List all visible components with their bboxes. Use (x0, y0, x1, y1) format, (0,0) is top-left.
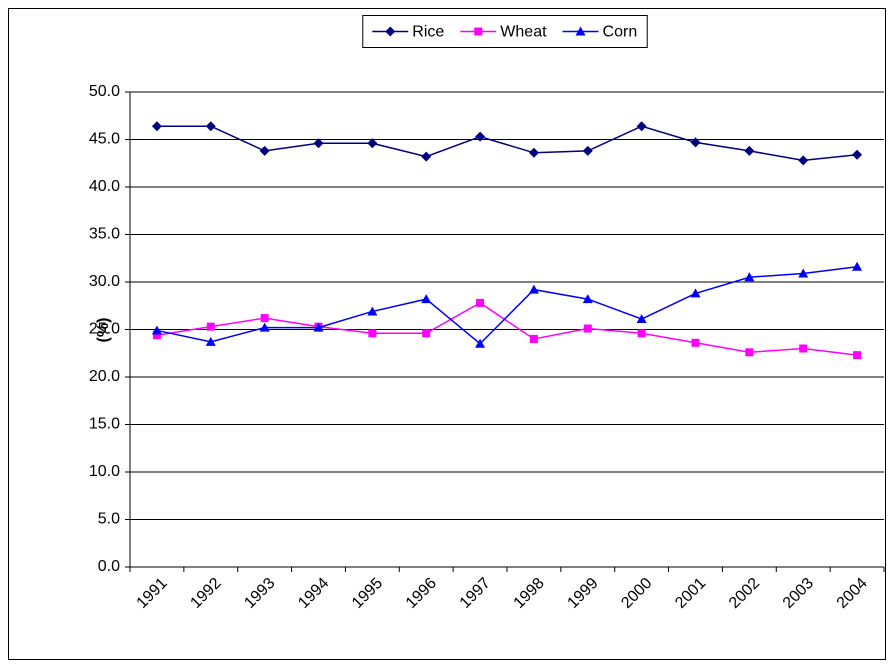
marker (367, 306, 378, 316)
legend-label: Rice (412, 24, 444, 41)
marker (422, 329, 431, 338)
y-tick-label: 20.0 (89, 368, 120, 385)
marker (852, 149, 863, 160)
marker (421, 151, 432, 162)
marker (260, 314, 269, 323)
marker (205, 121, 216, 132)
marker (528, 284, 539, 294)
marker (852, 261, 863, 271)
marker (152, 331, 161, 340)
y-tick-label: 0.0 (98, 558, 120, 575)
marker (636, 121, 647, 132)
marker (636, 314, 647, 324)
series-line (156, 266, 858, 345)
marker (529, 335, 538, 343)
marker (575, 26, 586, 36)
marker (313, 322, 324, 332)
marker (853, 351, 862, 360)
marker (206, 322, 215, 331)
y-tick-label: 50.0 (89, 83, 120, 100)
y-tick-label: 30.0 (89, 273, 120, 290)
marker (367, 138, 378, 149)
marker (637, 329, 646, 338)
marker (476, 298, 485, 307)
marker (690, 288, 701, 298)
marker (259, 145, 270, 156)
marker (582, 294, 593, 304)
marker (744, 145, 755, 156)
series-line (156, 125, 858, 162)
marker (744, 272, 755, 282)
y-tick-label: 10.0 (89, 463, 120, 480)
marker (583, 324, 592, 333)
marker (368, 329, 377, 338)
marker (798, 268, 809, 278)
legend-box (362, 15, 648, 48)
marker (259, 322, 270, 332)
marker (151, 325, 162, 335)
y-axis-label: (%) (95, 318, 112, 343)
series-line (156, 302, 858, 356)
legend-label: Wheat (500, 24, 547, 41)
marker (691, 338, 700, 347)
marker (313, 138, 324, 149)
marker (474, 27, 483, 36)
y-tick-label: 25.0 (89, 321, 120, 338)
marker (475, 338, 486, 348)
marker (385, 26, 396, 37)
chart-border (8, 8, 886, 660)
marker (205, 336, 216, 346)
marker (690, 137, 701, 148)
marker (528, 147, 539, 158)
marker (745, 348, 754, 357)
y-tick-label: 35.0 (89, 226, 120, 243)
marker (421, 294, 432, 304)
legend: Rice Wheat Corn (362, 15, 648, 48)
legend-label: Corn (603, 24, 638, 41)
marker (798, 155, 809, 166)
marker (799, 344, 808, 353)
marker (582, 145, 593, 156)
y-tick-label: 45.0 (89, 131, 120, 148)
y-tick-label: 40.0 (89, 178, 120, 195)
marker (475, 131, 486, 142)
marker (151, 121, 162, 132)
y-tick-label: 5.0 (98, 511, 120, 528)
y-tick-label: 15.0 (89, 416, 120, 433)
